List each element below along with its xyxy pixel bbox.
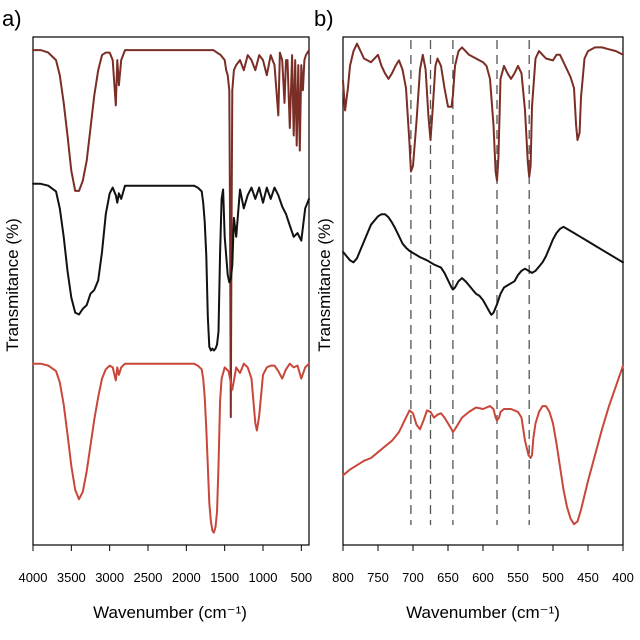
panel-b-xlabel: Wavenumber (cm⁻¹) [406,603,560,622]
x-tick-label: 400 [612,570,634,585]
x-tick-label: 500 [290,570,312,585]
x-tick-label: 750 [367,570,389,585]
x-tick-label: 500 [542,570,564,585]
x-tick-label: 450 [577,570,599,585]
x-tick-label: 600 [472,570,494,585]
panel-b-reference-lines [410,40,530,525]
panel-b-label: b) [314,6,334,31]
series-line-black [342,213,624,316]
panel-b-x-ticks: 800 750 700 650 600 550 500 450 400 [332,545,634,585]
panel-a-frame [32,36,310,546]
x-tick-label: 2500 [134,570,163,585]
panel-b-series [342,42,624,526]
x-tick-label: 550 [507,570,529,585]
panel-a-x-ticks: 4000 3500 3000 2500 2000 1500 1000 500 [19,545,312,585]
x-tick-label: 3500 [57,570,86,585]
panel-b-ylabel: Transmitance (%) [315,218,334,352]
panel-a-series [32,49,310,534]
panel-a-ylabel: Transmitance (%) [3,218,22,352]
series-line-brown [342,42,624,182]
series-line-brown [32,49,310,419]
x-tick-label: 4000 [19,570,48,585]
panel-b: b) Transmitance (%) Wavenumber (cm⁻¹) 80… [314,6,634,622]
x-tick-label: 1500 [210,570,239,585]
series-line-red [342,364,624,526]
x-tick-label: 3000 [95,570,124,585]
series-line-black [32,182,310,352]
panel-a-xlabel: Wavenumber (cm⁻¹) [93,603,247,622]
x-tick-label: 800 [332,570,354,585]
x-tick-label: 700 [402,570,424,585]
x-tick-label: 2000 [172,570,201,585]
x-tick-label: 650 [437,570,459,585]
x-tick-label: 1000 [249,570,278,585]
series-line-red [32,362,310,534]
panel-a-label: a) [2,6,22,31]
panel-a: a) Transmitance (%) Wavenumber (cm⁻¹) 40… [2,6,312,622]
